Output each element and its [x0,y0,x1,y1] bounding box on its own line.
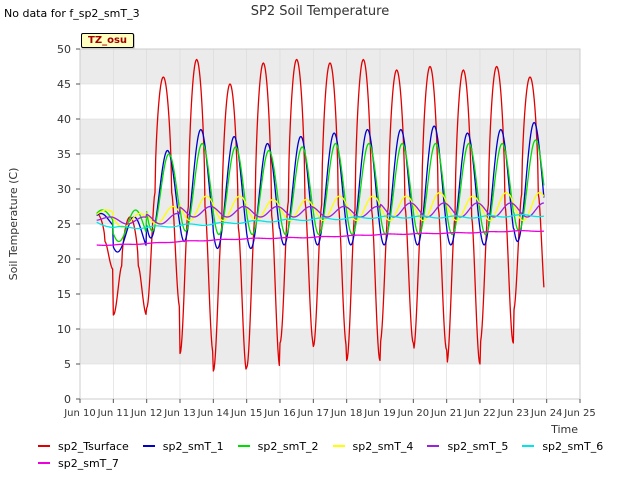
chart-title: SP2 Soil Temperature [251,4,389,19]
x-tick-label: Jun 19 [363,408,396,419]
plot-band [80,49,580,84]
legend-swatch [522,445,535,447]
y-tick-label: 0 [64,393,71,406]
x-tick-label: Jun 14 [197,408,230,419]
y-tick-label: 5 [64,358,71,371]
no-data-annotation: No data for f_sp2_smT_3 [4,7,140,20]
plot-band [80,259,580,294]
legend-label: sp2_smT_2 [257,439,319,453]
y-tick-label: 20 [57,253,71,266]
x-tick-label: Jun 23 [497,408,530,419]
series-line-sp2_smT_6 [96,213,544,230]
legend-swatch [237,445,250,447]
x-tick-label: Jun 15 [230,408,263,419]
x-tick-label: Jun 17 [297,408,330,419]
x-tick-label: Jun 20 [397,408,430,419]
x-tick-label: Jun 24 [530,408,563,419]
legend-item-sp2_smT_2: sp2_smT_2 [237,438,319,454]
legend-item-sp2_smT_5: sp2_smT_5 [427,438,508,454]
series-line-sp2_smT_2 [96,139,545,243]
y-tick-label: 50 [57,43,71,56]
series-line-sp2_smT_5 [96,202,544,225]
y-tick-label: 45 [57,78,71,91]
legend-label: sp2_Tsurface [58,439,129,453]
legend-item-sp2_smT_6: sp2_smT_6 [522,438,603,454]
legend-item-sp2_smT_1: sp2_smT_1 [142,438,224,454]
legend-label: sp2_smT_4 [352,439,414,453]
x-tick-label: Jun 22 [463,408,496,419]
legend-label: sp2_smT_5 [447,439,509,453]
series-line-sp2_smT_7 [96,229,544,247]
legend-label: sp2_smT_7 [58,456,119,470]
legend-swatch [427,445,440,447]
x-axis-label: Time [550,423,578,436]
y-tick-label: 15 [57,288,71,301]
series-line-sp2_smT_1 [96,121,545,253]
plot-band [80,329,580,364]
y-tick-label: 35 [57,148,71,161]
x-tick-label: Jun 25 [563,408,596,419]
legend-item-sp2_Tsurface: sp2_Tsurface [38,438,129,454]
legend-swatch [38,445,50,447]
legend-label: sp2_smT_6 [542,439,604,453]
legend-swatch [142,445,155,447]
x-tick-label: Jun 12 [130,408,163,419]
y-tick-label: 25 [57,218,71,231]
series-line-sp2_Tsurface [96,58,545,372]
series-line-sp2_smT_4 [96,191,545,229]
legend-swatch [332,445,345,447]
x-tick-label: Jun 11 [97,408,130,419]
y-axis-label: Soil Temperature (C) [7,168,20,281]
legend-swatch [38,462,50,464]
x-tick-label: Jun 13 [163,408,196,419]
x-tick-label: Jun 21 [430,408,463,419]
y-tick-label: 30 [57,183,71,196]
legend-label: sp2_smT_1 [162,439,224,453]
legend-item-sp2_smT_4: sp2_smT_4 [332,438,414,454]
legend: sp2_Tsurface sp2_smT_1 sp2_smT_2 sp2_smT_4 s… [38,437,638,471]
y-tick-label: 10 [57,323,71,336]
x-tick-label: Jun 16 [263,408,296,419]
legend-item-sp2_smT_7: sp2_smT_7 [38,455,119,471]
x-tick-label: Jun 18 [330,408,363,419]
timezone-badge: TZ_osu [81,33,135,48]
x-tick-label: Jun 10 [63,408,96,419]
y-tick-label: 40 [57,113,71,126]
